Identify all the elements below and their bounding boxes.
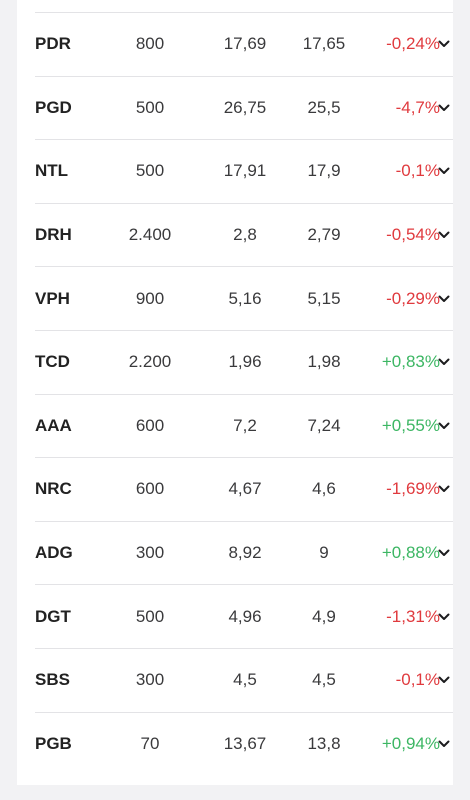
price-b-value: 4,6 <box>312 479 336 499</box>
quantity-value: 500 <box>135 97 165 117</box>
quantity-value: 70 <box>140 733 160 753</box>
holding-row[interactable]: ADG 300 8,92 9 +0,88% <box>35 520 453 585</box>
quantity-value: 600 <box>135 415 165 435</box>
quantity-value: 300 <box>135 670 165 690</box>
price-a-value: 26,75 <box>223 97 267 117</box>
holding-row[interactable]: PGD 500 26,75 25,5 -4,7% <box>35 75 453 140</box>
change-percent: +0,83% <box>381 352 440 372</box>
symbol-label: DRH <box>35 225 72 245</box>
price-a-value: 4,5 <box>233 670 257 690</box>
holding-row[interactable]: NTL 500 17,91 17,9 -0,1% <box>35 139 453 203</box>
quantity-value: 300 <box>135 543 165 563</box>
price-a-value: 8,92 <box>228 543 262 563</box>
change-percent: +0,55% <box>381 415 440 435</box>
symbol-label: SBS <box>35 670 70 690</box>
holding-row[interactable]: PGB 70 13,67 13,8 +0,94% <box>35 711 453 776</box>
quantity-value: 500 <box>135 161 165 181</box>
quantity-value: 600 <box>135 479 165 499</box>
chevron-down-icon[interactable] <box>435 13 453 76</box>
holding-row[interactable]: NRC 600 4,67 4,6 -1,69% <box>35 457 453 521</box>
symbol-label: PGB <box>35 733 72 753</box>
symbol-label: AAA <box>35 415 72 435</box>
symbol-label: PGD <box>35 97 72 117</box>
chevron-down-icon[interactable] <box>435 522 453 585</box>
change-percent: -0,29% <box>386 288 440 308</box>
price-b-value: 7,24 <box>307 415 341 435</box>
holding-row[interactable]: VPH 900 5,16 5,15 -0,29% <box>35 266 453 330</box>
change-percent: -0,24% <box>386 34 440 54</box>
price-b-value: 1,98 <box>307 352 341 372</box>
price-b-value: 4,5 <box>312 670 336 690</box>
price-b-value: 5,15 <box>307 288 341 308</box>
holdings-list: PDR 800 17,69 17,65 -0,24% PGD 500 26,75 25,5 -4,… <box>35 12 453 775</box>
change-percent: -1,69% <box>386 479 440 499</box>
change-percent: -0,1% <box>395 161 440 181</box>
chevron-down-icon[interactable] <box>435 713 453 776</box>
price-a-value: 1,96 <box>228 352 262 372</box>
chevron-down-icon[interactable] <box>435 395 453 458</box>
holdings-card: PDR 800 17,69 17,65 -0,24% PGD 500 26,75 25,5 -4,… <box>17 0 453 785</box>
symbol-label: NRC <box>35 479 72 499</box>
price-a-value: 13,67 <box>223 733 267 753</box>
change-percent: -1,31% <box>386 606 440 626</box>
price-a-value: 17,69 <box>223 34 267 54</box>
chevron-down-icon[interactable] <box>435 585 453 648</box>
symbol-label: VPH <box>35 288 70 308</box>
price-a-value: 4,67 <box>228 479 262 499</box>
price-b-value: 17,9 <box>307 161 341 181</box>
holding-row[interactable]: PDR 800 17,69 17,65 -0,24% <box>35 12 453 76</box>
symbol-label: ADG <box>35 543 73 563</box>
chevron-down-icon[interactable] <box>435 458 453 521</box>
change-percent: -0,54% <box>386 225 440 245</box>
price-a-value: 17,91 <box>223 161 267 181</box>
price-a-value: 4,96 <box>228 606 262 626</box>
quantity-value: 800 <box>135 34 165 54</box>
symbol-label: TCD <box>35 352 70 372</box>
chevron-down-icon[interactable] <box>435 267 453 330</box>
change-percent: +0,88% <box>381 543 440 563</box>
quantity-value: 900 <box>135 288 165 308</box>
change-percent: -4,7% <box>395 97 440 117</box>
holding-row[interactable]: TCD 2.200 1,96 1,98 +0,83% <box>35 329 453 394</box>
symbol-label: DGT <box>35 606 71 626</box>
price-b-value: 9 <box>319 543 329 563</box>
holding-row[interactable]: DRH 2.400 2,8 2,79 -0,54% <box>35 202 453 267</box>
quantity-value: 2.200 <box>128 352 172 372</box>
change-percent: +0,94% <box>381 733 440 753</box>
holding-row[interactable]: AAA 600 7,2 7,24 +0,55% <box>35 393 453 458</box>
price-b-value: 4,9 <box>312 606 336 626</box>
chevron-down-icon[interactable] <box>435 331 453 394</box>
price-b-value: 25,5 <box>307 97 341 117</box>
chevron-down-icon[interactable] <box>435 77 453 140</box>
holding-row[interactable]: DGT 500 4,96 4,9 -1,31% <box>35 584 453 648</box>
price-a-value: 2,8 <box>233 225 257 245</box>
price-a-value: 7,2 <box>233 415 257 435</box>
price-b-value: 17,65 <box>302 34 346 54</box>
price-a-value: 5,16 <box>228 288 262 308</box>
quantity-value: 500 <box>135 606 165 626</box>
chevron-down-icon[interactable] <box>435 140 453 203</box>
quantity-value: 2.400 <box>128 225 172 245</box>
symbol-label: PDR <box>35 34 71 54</box>
chevron-down-icon[interactable] <box>435 649 453 712</box>
price-b-value: 2,79 <box>307 225 341 245</box>
symbol-label: NTL <box>35 161 69 181</box>
change-percent: -0,1% <box>395 670 440 690</box>
chevron-down-icon[interactable] <box>435 204 453 267</box>
price-b-value: 13,8 <box>307 733 341 753</box>
holding-row[interactable]: SBS 300 4,5 4,5 -0,1% <box>35 647 453 712</box>
